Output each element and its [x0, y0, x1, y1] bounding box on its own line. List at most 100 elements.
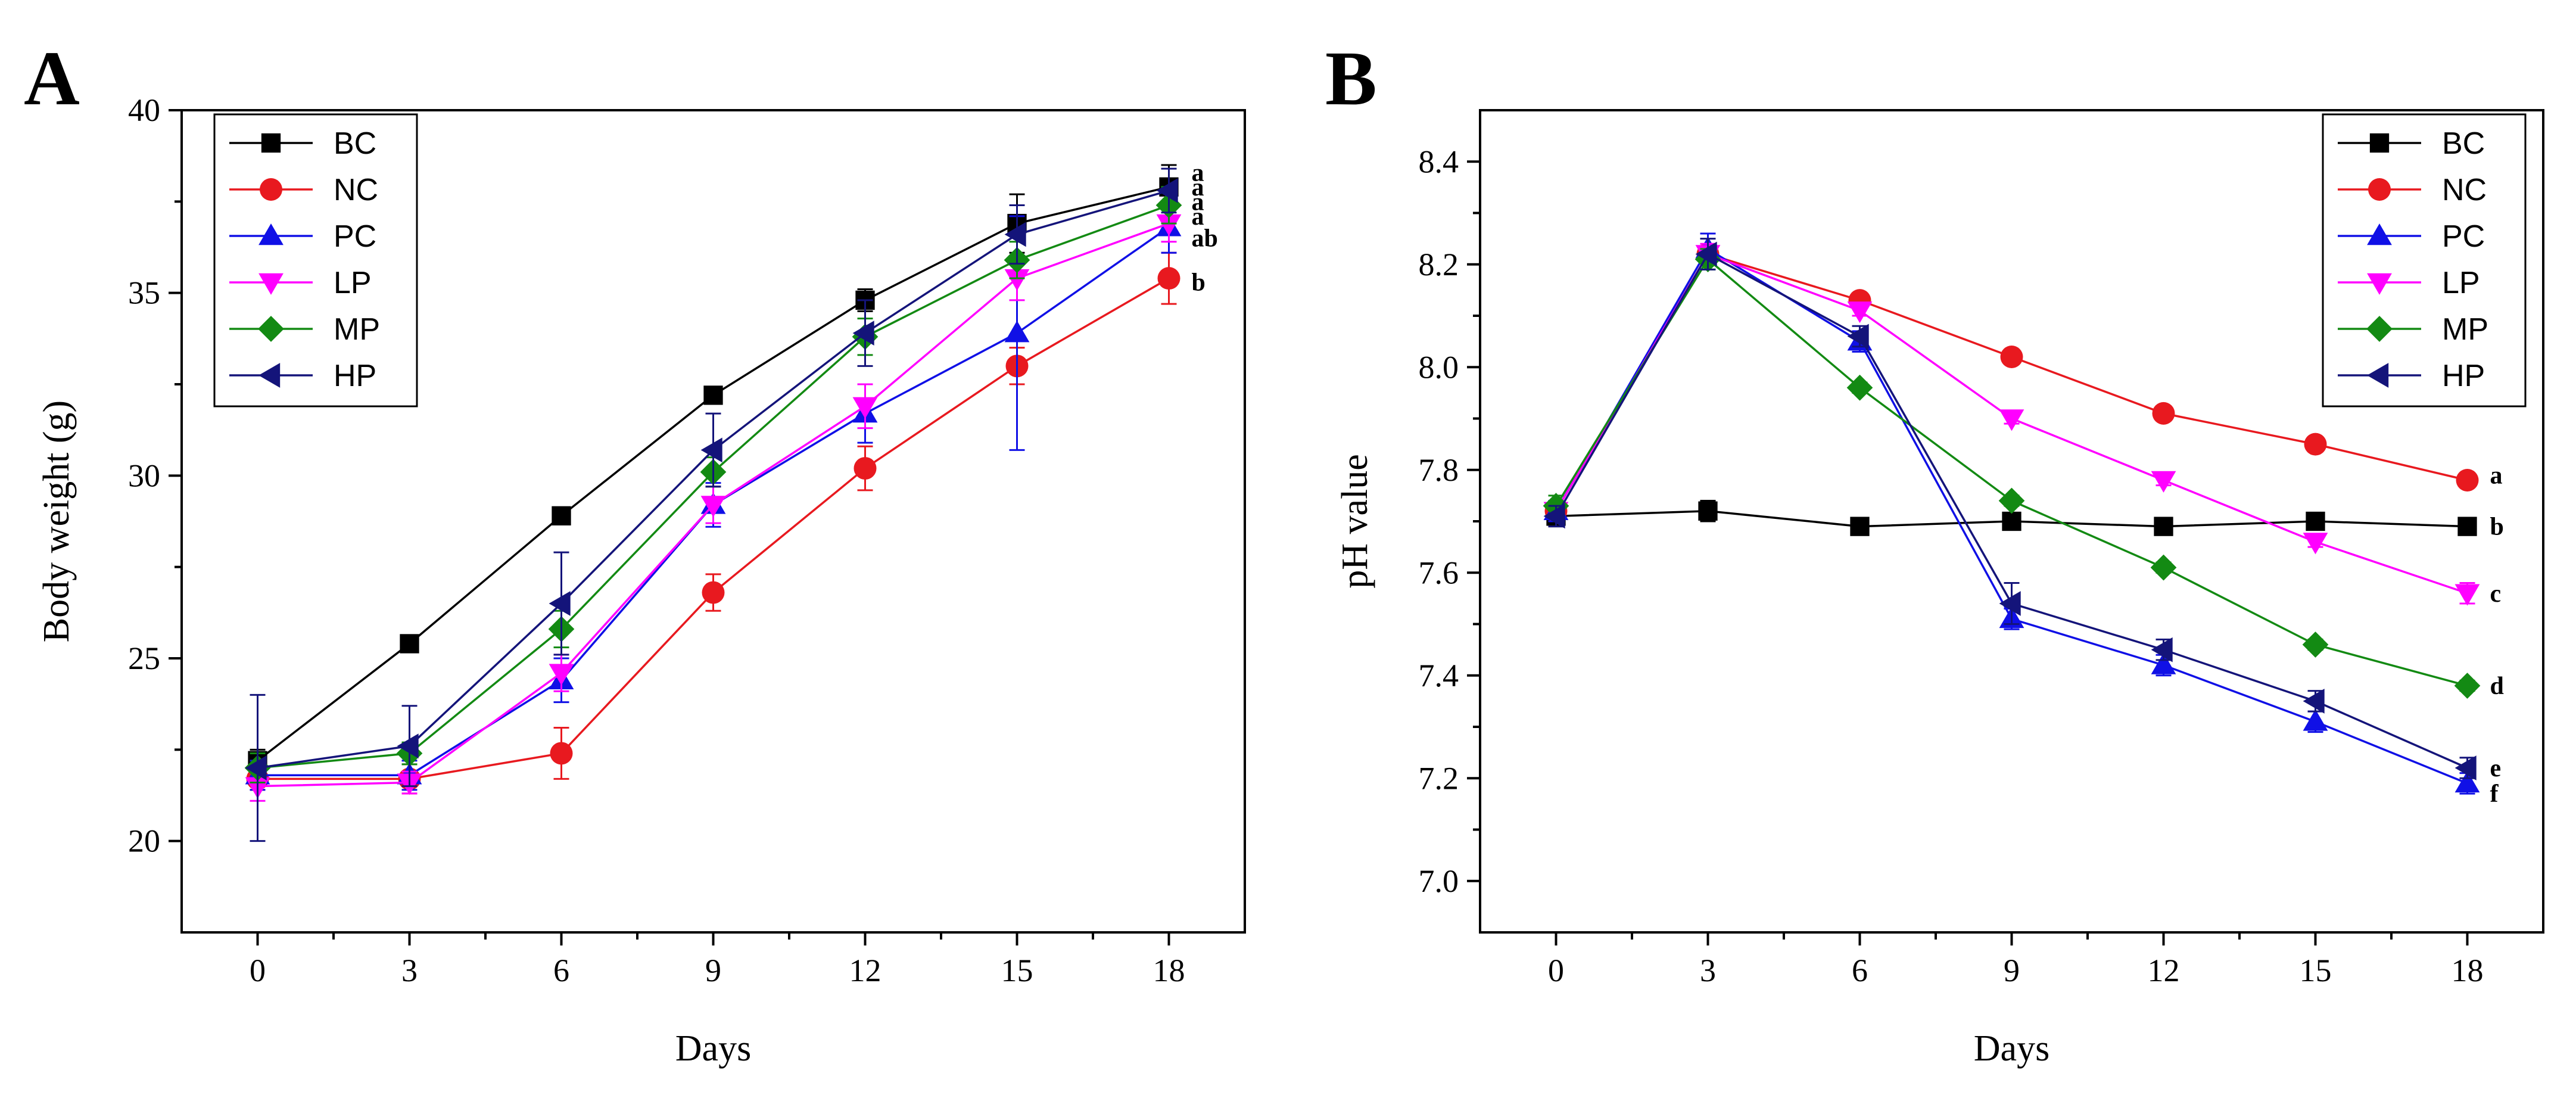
data-point-lp — [549, 664, 574, 686]
data-point-nc — [550, 742, 573, 765]
data-point-nc — [2152, 402, 2175, 425]
data-point-bc — [2457, 517, 2477, 536]
data-point-hp — [2303, 688, 2325, 714]
x-tick-label: 18 — [2452, 953, 2484, 988]
data-point-bc — [2154, 517, 2173, 536]
data-point-mp — [2150, 554, 2177, 581]
panel-b-label: B — [1325, 36, 1377, 122]
y-tick-label: 7.0 — [1419, 863, 1459, 899]
data-point-hp — [700, 437, 722, 463]
significance-label: e — [2490, 755, 2502, 782]
x-tick-label: 0 — [250, 953, 266, 988]
significance-label: b — [2490, 514, 2504, 541]
data-point-nc — [1157, 267, 1180, 290]
data-point-bc — [400, 634, 419, 654]
legend-box — [213, 113, 418, 408]
data-point-bc — [2002, 511, 2021, 531]
x-tick-label: 9 — [2004, 953, 2020, 988]
data-point-pc — [2454, 770, 2480, 793]
legend-item-bc: BC — [2338, 126, 2485, 161]
panel-a-x-axis-title: Days — [675, 1028, 751, 1069]
significance-label: a — [1192, 203, 1204, 231]
y-tick-label: 8.4 — [1419, 144, 1459, 179]
legend: BC NC PC LP MP HP — [2322, 113, 2527, 408]
x-tick-label: 18 — [1153, 953, 1185, 988]
significance-label: ab — [1192, 225, 1218, 253]
legend-item-hp: HP — [2338, 359, 2485, 393]
x-tick-label: 0 — [1548, 953, 1564, 988]
data-point-hp — [852, 321, 874, 346]
y-tick-label: 40 — [128, 92, 160, 128]
legend-marker — [258, 223, 284, 245]
legend-item-mp: MP — [229, 312, 380, 347]
data-point-hp — [397, 733, 419, 759]
y-tick-label: 25 — [128, 640, 160, 676]
legend-item-hp: HP — [229, 359, 376, 393]
legend-item-lp: LP — [2338, 266, 2480, 300]
legend-box — [2322, 113, 2527, 408]
data-point-hp — [1543, 503, 1565, 529]
legend-item-nc: NC — [229, 173, 378, 207]
legend-label: LP — [334, 266, 372, 300]
data-point-lp — [2151, 471, 2176, 493]
data-point-lp — [1156, 214, 1182, 237]
legend-label: MP — [334, 312, 380, 347]
series-hp — [1543, 238, 2477, 780]
data-point-mp — [2454, 673, 2481, 699]
y-tick-label: 7.4 — [1419, 658, 1459, 693]
x-tick-label: 12 — [2148, 953, 2180, 988]
data-point-hp — [1156, 178, 1178, 203]
data-point-hp — [1695, 241, 1717, 267]
data-point-pc — [2303, 709, 2328, 731]
legend-label: NC — [334, 173, 378, 207]
legend-item-lp: LP — [229, 266, 372, 300]
data-point-bc — [1698, 501, 1718, 521]
legend: BC NC PC LP MP HP — [213, 113, 418, 408]
legend-marker — [2366, 316, 2393, 342]
x-tick-label: 9 — [705, 953, 721, 988]
panel-b-x-axis-title: Days — [1974, 1028, 2049, 1069]
data-point-nc — [702, 581, 725, 604]
x-tick-label: 6 — [1852, 953, 1868, 988]
legend-label: HP — [334, 359, 376, 393]
data-point-nc — [2456, 469, 2479, 492]
series-hp — [245, 167, 1178, 842]
legend-item-mp: MP — [2338, 312, 2488, 347]
legend-item-nc: NC — [2338, 173, 2487, 207]
significance-label: d — [2490, 673, 2504, 700]
legend-marker — [2368, 178, 2391, 201]
data-point-hp — [245, 755, 267, 780]
data-point-lp — [1847, 301, 1873, 324]
significance-label: a — [2490, 462, 2503, 489]
y-tick-label: 20 — [128, 823, 160, 859]
y-tick-label: 7.8 — [1419, 452, 1459, 488]
significance-label: b — [1192, 269, 1206, 296]
legend-item-pc: PC — [229, 219, 376, 254]
data-point-mp — [1998, 487, 2025, 514]
legend-label: PC — [334, 219, 376, 254]
y-tick-label: 35 — [128, 275, 160, 311]
x-tick-label: 6 — [553, 953, 569, 988]
y-tick-label: 8.2 — [1419, 247, 1459, 282]
panel-a: A 0 3 6 9 12 15 182025303540aaaaabbBCNCPCLPMPH… — [24, 36, 1246, 1069]
y-tick-label: 7.6 — [1419, 555, 1459, 590]
significance-label: f — [2490, 780, 2499, 808]
data-point-bc — [552, 506, 571, 525]
y-tick-label: 8.0 — [1419, 349, 1459, 385]
data-point-mp — [1846, 374, 1873, 401]
legend-marker — [2367, 363, 2389, 388]
data-point-hp — [1847, 324, 1869, 349]
legend-marker — [261, 133, 281, 153]
data-point-bc — [703, 385, 723, 405]
legend-label: HP — [2442, 359, 2485, 393]
data-point-hp — [549, 591, 571, 616]
data-point-nc — [854, 457, 877, 480]
significance-label: a — [1192, 159, 1204, 186]
data-point-nc — [2000, 346, 2023, 368]
panel-a-y-axis-title: Body weight (g) — [36, 400, 77, 642]
data-point-lp — [1004, 269, 1030, 291]
data-point-lp — [852, 397, 878, 419]
legend-label: BC — [334, 126, 376, 161]
legend-marker — [258, 316, 284, 342]
